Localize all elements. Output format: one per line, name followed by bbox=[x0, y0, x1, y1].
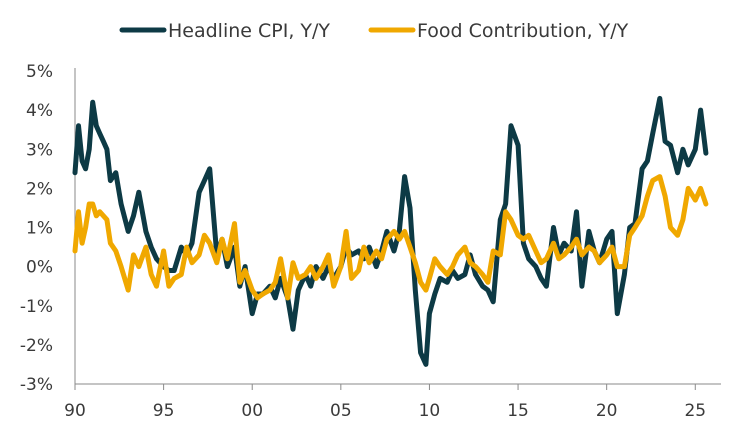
series-line-0 bbox=[72, 95, 709, 367]
x-tick-label: 20 bbox=[596, 401, 618, 421]
series-line-1 bbox=[72, 174, 709, 301]
legend-label-1: Food Contribution, Y/Y bbox=[417, 20, 629, 42]
x-tick-label: 25 bbox=[684, 401, 706, 421]
y-tick-label: 2% bbox=[26, 179, 53, 199]
y-tick-label: 0% bbox=[26, 258, 53, 278]
y-tick-label: 4% bbox=[26, 101, 53, 121]
y-tick-label: -1% bbox=[20, 297, 53, 317]
y-axis: 5% 4% 3% 2% 1% 0% -1% -2% -3% bbox=[20, 62, 76, 395]
legend: Headline CPI, Y/Y Food Contribution, Y/Y bbox=[119, 20, 629, 42]
x-tick-label: 05 bbox=[330, 401, 352, 421]
x-tick-label: 10 bbox=[419, 401, 441, 421]
y-tick-label: -3% bbox=[20, 375, 53, 395]
x-tick-label: 00 bbox=[241, 401, 263, 421]
x-tick-label: 15 bbox=[507, 401, 529, 421]
y-tick-label: -2% bbox=[20, 336, 53, 356]
x-axis: 90 95 00 05 10 15 20 25 bbox=[64, 383, 721, 421]
y-tick-label: 1% bbox=[26, 219, 53, 239]
x-tick-label: 95 bbox=[153, 401, 175, 421]
legend-label-0: Headline CPI, Y/Y bbox=[168, 20, 330, 42]
plot-area bbox=[72, 95, 709, 367]
x-tick-label: 90 bbox=[64, 401, 86, 421]
y-tick-label: 5% bbox=[26, 62, 53, 82]
y-tick-label: 3% bbox=[26, 140, 53, 160]
